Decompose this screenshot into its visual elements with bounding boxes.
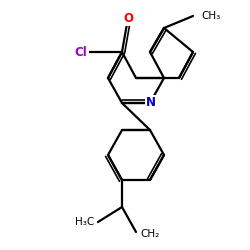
Text: CH₃: CH₃ [201, 11, 220, 21]
Text: H₃C: H₃C [75, 217, 94, 227]
Text: O: O [123, 12, 133, 24]
Text: N: N [146, 96, 156, 110]
Text: CH₂: CH₂ [140, 229, 159, 239]
Text: Cl: Cl [74, 46, 88, 59]
